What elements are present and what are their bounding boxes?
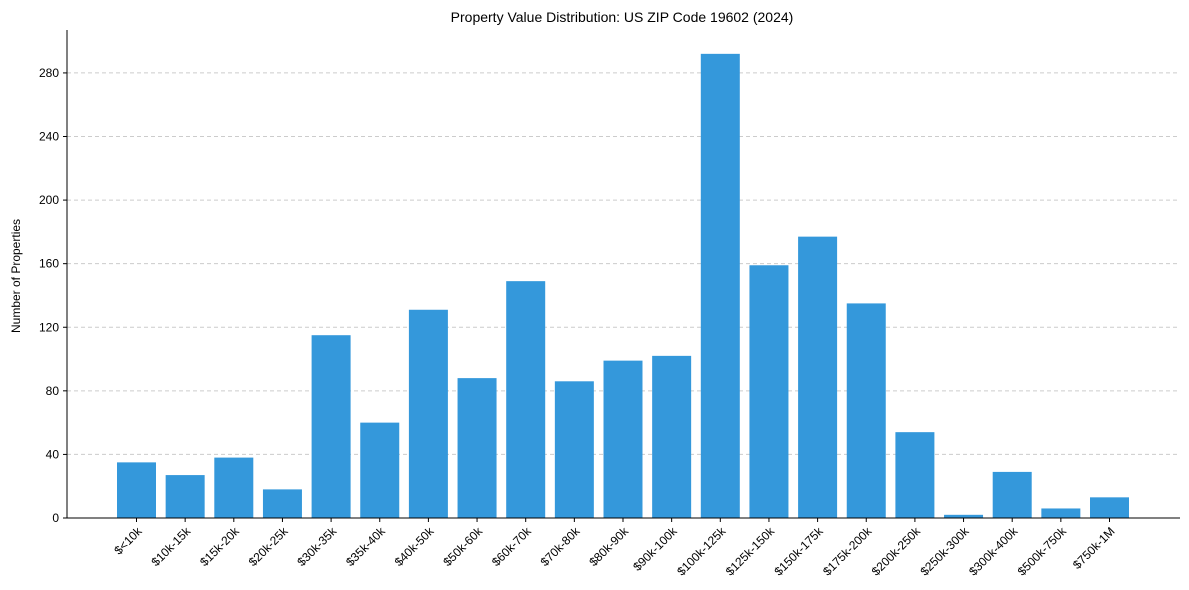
- bar: [311, 335, 351, 518]
- x-tick-label: $40k-50k: [392, 524, 438, 570]
- grid-lines: [67, 72, 1180, 455]
- bar: [360, 422, 400, 518]
- bar: [798, 236, 838, 518]
- y-tick-label: 120: [39, 320, 59, 334]
- y-axis-label: Number of Properties: [9, 219, 23, 333]
- bar: [749, 265, 789, 518]
- y-tick-label: 200: [39, 193, 59, 207]
- bar: [262, 489, 302, 518]
- bars: [117, 53, 1129, 518]
- chart-title: Property Value Distribution: US ZIP Code…: [451, 9, 794, 25]
- y-tick-label: 160: [39, 257, 59, 271]
- bar: [408, 309, 448, 518]
- bar: [457, 378, 497, 518]
- bar: [165, 475, 205, 518]
- bar: [992, 471, 1032, 518]
- x-tick-label: $<10k: [111, 524, 145, 558]
- x-tick-label: $60k-70k: [489, 524, 535, 570]
- bar: [944, 514, 984, 518]
- bar: [1090, 497, 1129, 518]
- x-tick-label: $80k-90k: [586, 524, 632, 570]
- bar: [700, 53, 740, 518]
- bar: [652, 355, 692, 518]
- x-tick-label: $35k-40k: [343, 524, 389, 570]
- bar: [846, 303, 886, 518]
- bar: [1041, 508, 1081, 518]
- x-tick-label: $100k-125k: [674, 524, 729, 579]
- x-tick-label: $20k-25k: [246, 524, 292, 570]
- x-tick-label: $250k-300k: [917, 524, 972, 579]
- x-tick-label: $750k-1M: [1070, 524, 1118, 572]
- x-tick-label: $175k-200k: [820, 524, 875, 579]
- bar: [506, 281, 546, 518]
- y-tick-label: 240: [39, 130, 59, 144]
- y-tick-label: 280: [39, 66, 59, 80]
- y-ticks: 0 40 80 120 160 200 240 280: [39, 66, 67, 525]
- x-tick-label: $150k-175k: [771, 524, 826, 579]
- x-tick-label: $50k-60k: [440, 524, 486, 570]
- x-tick-label: $500k-750k: [1015, 524, 1070, 579]
- x-ticks: $<10k $10k-15k $15k-20k $20k-25k $30k-35k $35…: [111, 518, 1118, 579]
- bar: [214, 457, 254, 518]
- bar: [603, 360, 643, 518]
- y-tick-label: 40: [46, 447, 60, 461]
- y-tick-label: 80: [46, 384, 60, 398]
- bar: [554, 381, 594, 518]
- x-tick-label: $300k-400k: [966, 524, 1021, 579]
- x-tick-label: $30k-35k: [294, 524, 340, 570]
- y-tick-label: 0: [52, 511, 59, 525]
- bar: [895, 432, 935, 518]
- x-tick-label: $200k-250k: [869, 524, 924, 579]
- x-tick-label: $125k-150k: [723, 524, 778, 579]
- x-tick-label: $70k-80k: [538, 524, 584, 570]
- x-tick-label: $10k-15k: [148, 524, 194, 570]
- x-tick-label: $90k-100k: [630, 524, 680, 574]
- x-tick-label: $15k-20k: [197, 524, 243, 570]
- bar: [117, 462, 156, 518]
